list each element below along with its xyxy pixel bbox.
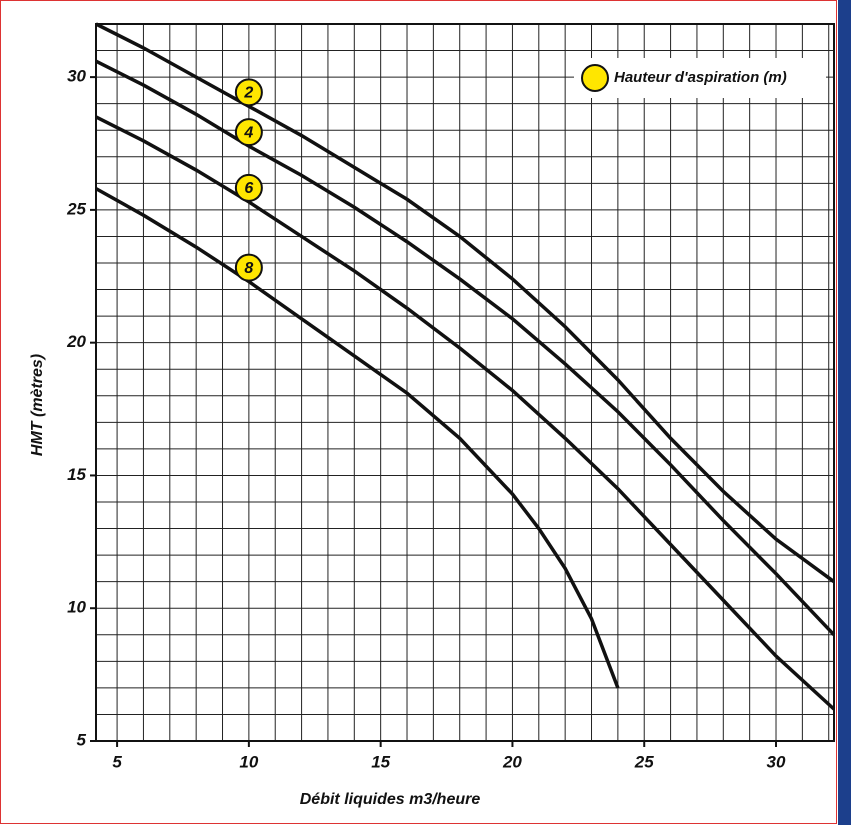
y-tick-label: 20: [66, 332, 86, 351]
curve: [95, 187, 620, 689]
x-tick-label: 10: [239, 752, 258, 771]
legend-swatch: [581, 64, 609, 92]
legend-box: [574, 58, 826, 98]
curve-badge: [234, 118, 263, 147]
x-axis-label: Débit liquides m3/heure: [300, 791, 481, 808]
y-axis-label: HMT (mètres): [29, 354, 46, 456]
x-tick-label: 20: [502, 752, 522, 771]
curve: [95, 22, 836, 584]
y-tick-label: 5: [77, 730, 87, 749]
curve-label: 2: [243, 85, 253, 102]
curve: [95, 59, 836, 636]
curve-badge: [234, 253, 263, 282]
x-tick-label: 25: [634, 752, 654, 771]
y-tick-label: 25: [66, 199, 86, 218]
curve-label: 4: [243, 124, 253, 141]
edge-strip: [838, 0, 851, 825]
curve-badge: [234, 173, 263, 202]
legend-title: Hauteur d'aspiration (m): [614, 69, 787, 86]
curve-badge: [234, 78, 263, 107]
curve-label: 8: [244, 260, 253, 277]
x-tick-label: 5: [112, 752, 122, 771]
y-tick-label: 10: [67, 598, 86, 617]
x-tick-label: 30: [767, 752, 786, 771]
x-tick-label: 15: [371, 752, 390, 771]
y-tick-label: 15: [67, 465, 86, 484]
y-tick-label: 30: [67, 67, 86, 86]
curve-label: 6: [244, 180, 253, 197]
plot-frame: [95, 23, 835, 742]
curve: [95, 115, 836, 711]
